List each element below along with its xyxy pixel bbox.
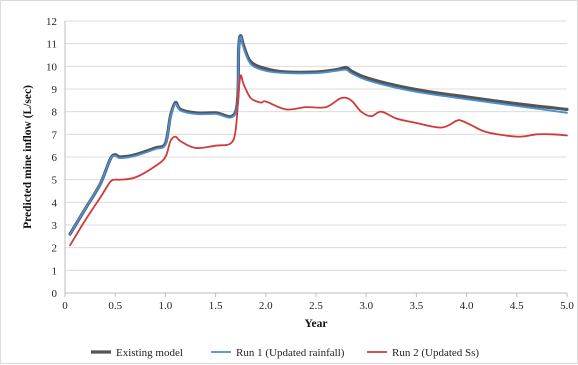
y-tick-label: 7 <box>52 129 58 141</box>
y-tick-label: 6 <box>52 152 58 164</box>
y-tick-label: 10 <box>46 61 58 73</box>
legend-item-run-1: Run 1 (Updated rainfall) <box>211 347 345 359</box>
y-axis-title: Predicted mine inflow (L/sec) <box>22 85 34 229</box>
x-axis-title: Year <box>305 318 328 330</box>
legend-item-run-2: Run 2 (Updated Ss) <box>367 347 479 359</box>
y-tick-label: 2 <box>52 243 58 255</box>
x-tick-labels: 0 0.5 1.0 1.5 2.0 2.5 3.0 3.5 4.0 4.5 5.0 <box>62 300 574 312</box>
y-tick-label: 0 <box>52 288 58 300</box>
y-tick-label: 4 <box>52 197 58 209</box>
x-tick-label: 1.5 <box>209 300 223 312</box>
y-tick-label: 3 <box>52 220 58 232</box>
x-tick-label: 5.0 <box>560 300 574 312</box>
x-tick-label: 2.0 <box>259 300 273 312</box>
y-tick-label: 8 <box>52 107 58 119</box>
x-tick-label: 1.0 <box>159 300 173 312</box>
gridlines <box>65 20 567 294</box>
y-tick-label: 11 <box>46 39 57 51</box>
legend-label: Run 2 (Updated Ss) <box>392 347 479 359</box>
y-tick-label: 12 <box>46 16 57 28</box>
x-tick-label: 4.0 <box>460 300 474 312</box>
y-tick-label: 1 <box>52 265 58 277</box>
x-tick-label: 2.5 <box>309 300 323 312</box>
series-line-run-1 <box>69 35 568 235</box>
y-tick-label: 5 <box>52 175 58 187</box>
y-tick-label: 9 <box>52 84 58 96</box>
series-lines <box>68 34 569 247</box>
series-line-run-2 <box>69 74 568 247</box>
x-tick-label: 3.5 <box>410 300 424 312</box>
x-tick-label: 0.5 <box>108 300 122 312</box>
axes <box>64 21 568 297</box>
legend-label: Existing model <box>116 347 183 359</box>
legend: Existing model Run 1 (Updated rainfall) Ru… <box>91 347 479 359</box>
series-line-existing-model <box>68 34 569 236</box>
x-tick-label: 3.0 <box>359 300 373 312</box>
x-tick-label: 0 <box>62 300 68 312</box>
legend-item-existing-model: Existing model <box>91 347 183 359</box>
legend-label: Run 1 (Updated rainfall) <box>236 347 345 359</box>
x-tick-label: 4.5 <box>510 300 524 312</box>
